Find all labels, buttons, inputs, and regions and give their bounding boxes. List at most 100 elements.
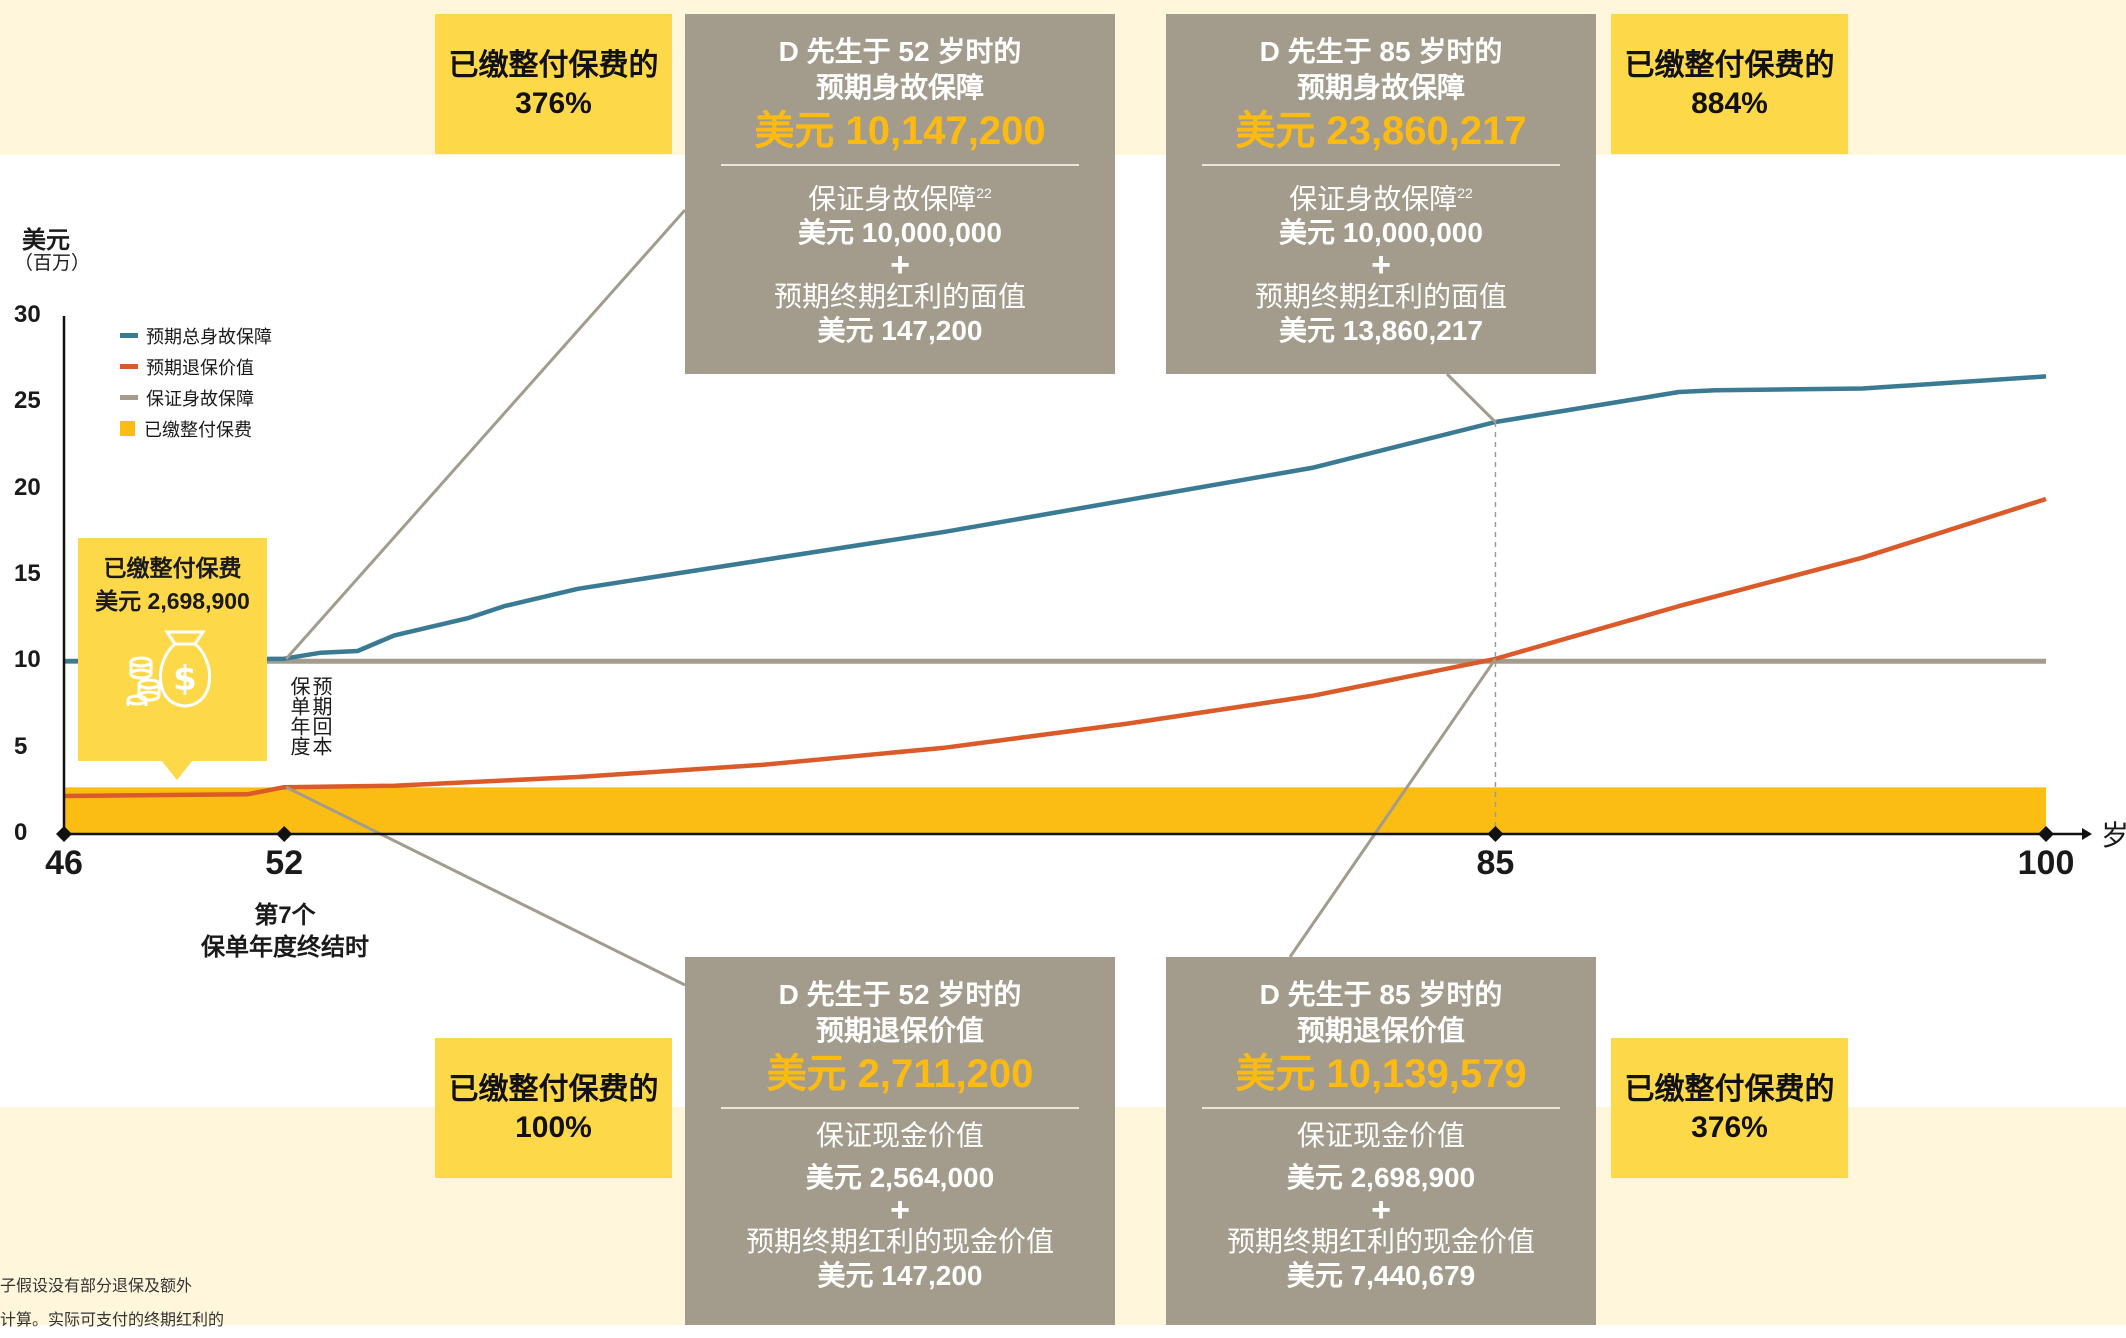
bonus-value: 美元 147,200 xyxy=(817,315,983,347)
x-axis-arrow xyxy=(2082,828,2092,840)
pct-value: 376% xyxy=(1691,1111,1768,1144)
pct-title: 已缴整付保费的 xyxy=(448,1073,659,1106)
bonus-value: 美元 7,440,679 xyxy=(1286,1260,1476,1291)
death-benefit-85-box: D 先生于 85 岁时的 预期身故保障 美元 23,860,217 保证身故保障… xyxy=(1166,14,1596,374)
legend-item-death-total: 预期总身故保障 xyxy=(120,320,272,351)
footnote-line1: 子假设没有部分退保及额外 xyxy=(0,1278,193,1295)
guaranteed-label: 保证现金价值 xyxy=(815,1120,984,1151)
y-tick-label: 10 xyxy=(14,646,41,674)
legend-swatch-orange xyxy=(120,364,138,369)
legend-item-surrender: 预期退保价值 xyxy=(120,351,272,382)
x-tick-marker-85 xyxy=(1487,826,1504,842)
series-line-0 xyxy=(63,374,2047,664)
box-amount: 美元 2,711,200 xyxy=(766,1052,1034,1096)
box-heading: 预期身故保障 xyxy=(815,72,984,103)
y-tick-label: 20 xyxy=(14,473,41,501)
bonus-label: 预期终期红利的现金价值 xyxy=(745,1226,1054,1257)
plus-sign: + xyxy=(890,1191,910,1229)
box-heading: 预期身故保障 xyxy=(1296,72,1465,103)
guaranteed-value: 美元 10,000,000 xyxy=(1279,217,1483,249)
x-tick-label: 46 xyxy=(45,844,83,882)
series-line-1 xyxy=(63,496,2047,799)
box-amount: 美元 23,860,217 xyxy=(1235,109,1527,153)
box-heading: 预期退保价值 xyxy=(1296,1015,1465,1046)
box-divider xyxy=(1202,164,1560,166)
y-axis-title: 美元 xyxy=(22,227,70,254)
plus-sign: + xyxy=(1371,1191,1391,1229)
legend-swatch-yellow xyxy=(120,421,135,436)
x-axis-title: 岁 xyxy=(2100,820,2126,851)
box-heading: D 先生于 85 岁时的 xyxy=(1259,36,1503,67)
guaranteed-value: 美元 10,000,000 xyxy=(798,217,1002,249)
legend-swatch-gray xyxy=(120,395,138,400)
pct-value: 376% xyxy=(515,87,592,120)
connector-surr-52 xyxy=(285,785,686,987)
breakeven-line1: 预期回本 xyxy=(309,676,331,756)
pct-value: 884% xyxy=(1691,87,1768,120)
premium-title: 已缴整付保费 xyxy=(103,555,242,581)
connector-surr-85 xyxy=(1288,658,1497,958)
x-tick-label: 52 xyxy=(265,844,304,882)
legend-label: 已缴整付保费 xyxy=(144,419,252,440)
legend-item-guaranteed: 保证身故保障 xyxy=(120,382,272,413)
x-tick-label: 100 xyxy=(2017,844,2075,882)
guaranteed-label: 保证现金价值 xyxy=(1296,1120,1465,1151)
footnote-ref: 22 xyxy=(1457,185,1473,201)
guaranteed-label: 保证身故保障22 xyxy=(1289,183,1473,215)
bonus-label: 预期终期红利的面值 xyxy=(1254,281,1507,313)
surrender-value-85-box: D 先生于 85 岁时的 预期退保价值 美元 10,139,579 保证现金价值… xyxy=(1166,957,1596,1325)
premium-callout-pointer xyxy=(161,760,193,780)
premium-value: 美元 2,698,900 xyxy=(95,588,250,614)
y-tick-label: 5 xyxy=(14,732,28,760)
guaranteed-value: 美元 2,698,900 xyxy=(1286,1162,1476,1193)
plus-sign: + xyxy=(890,246,910,285)
surrender-value-52-box: D 先生于 52 岁时的 预期退保价值 美元 2,711,200 保证现金价值 … xyxy=(685,957,1115,1325)
svg-text:$: $ xyxy=(173,659,197,699)
connector-death-52 xyxy=(285,209,687,660)
connector-death-85 xyxy=(1445,372,1497,424)
box-heading: 预期退保价值 xyxy=(815,1015,984,1046)
death-benefit-52-box: D 先生于 52 岁时的 预期身故保障 美元 10,147,200 保证身故保障… xyxy=(685,14,1115,374)
x-sublabel-line1: 第7个 xyxy=(254,902,316,929)
pct-value: 100% xyxy=(515,1111,592,1144)
guaranteed-label: 保证身故保障22 xyxy=(808,183,992,215)
pct-title: 已缴整付保费的 xyxy=(1624,1073,1835,1106)
y-tick-label: 30 xyxy=(14,301,41,328)
footnote-ref: 22 xyxy=(976,185,992,201)
bottom-right-pct-box: 已缴整付保费的 376% xyxy=(1611,1038,1848,1178)
premium-callout: 已缴整付保费 美元 2,698,900 $ xyxy=(78,538,267,780)
x-tick-label: 85 xyxy=(1476,844,1515,882)
footnote-line2: 计算。实际可支付的终期红利的 xyxy=(0,1312,225,1329)
bonus-label: 预期终期红利的面值 xyxy=(773,281,1026,313)
x-tick-marker-46 xyxy=(56,826,72,842)
pct-title: 已缴整付保费的 xyxy=(1624,49,1835,82)
x-sublabel-line2: 保单年度终结时 xyxy=(201,934,369,961)
guaranteed-value: 美元 2,564,000 xyxy=(805,1162,995,1193)
box-amount: 美元 10,147,200 xyxy=(754,109,1046,153)
x-sublabel: 第7个 保单年度终结时 xyxy=(175,900,395,964)
plus-sign: + xyxy=(1371,246,1391,285)
bonus-value: 美元 147,200 xyxy=(817,1260,983,1291)
bonus-label: 预期终期红利的现金价值 xyxy=(1226,1226,1535,1257)
box-divider xyxy=(721,164,1079,166)
pct-title: 已缴整付保费的 xyxy=(448,49,659,82)
y-tick-label: 15 xyxy=(14,560,41,587)
breakeven-line2: 保单年度 xyxy=(287,676,309,756)
box-heading: D 先生于 52 岁时的 xyxy=(778,36,1022,67)
box-amount: 美元 10,139,579 xyxy=(1235,1052,1527,1096)
bonus-value: 美元 13,860,217 xyxy=(1279,315,1483,347)
chart-legend: 预期总身故保障 预期退保价值 保证身故保障 已缴整付保费 xyxy=(120,320,272,444)
premium-area xyxy=(64,787,2046,834)
legend-label: 预期总身故保障 xyxy=(146,326,272,347)
footnote: 子假设没有部分退保及额外 计算。实际可支付的终期红利的 xyxy=(0,1270,224,1338)
x-tick-marker-52 xyxy=(276,826,293,842)
box-divider xyxy=(1202,1107,1560,1109)
y-tick-label: 25 xyxy=(14,387,41,415)
y-tick-label: 0 xyxy=(14,819,28,846)
money-bag-coins-icon: $ xyxy=(126,630,211,708)
y-axis-unit: （百万） xyxy=(14,253,91,274)
box-divider xyxy=(721,1107,1079,1109)
legend-item-premium: 已缴整付保费 xyxy=(120,413,272,444)
breakeven-label: 预期回本 保单年度 xyxy=(287,676,331,756)
